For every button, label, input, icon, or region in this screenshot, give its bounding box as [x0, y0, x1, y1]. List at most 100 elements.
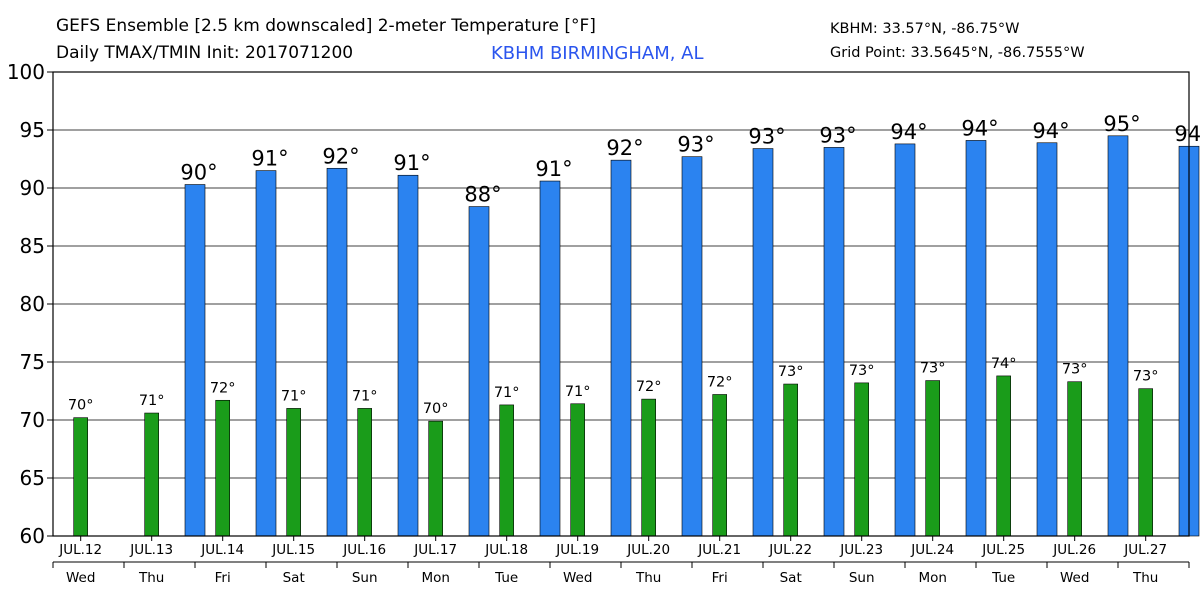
x-tick-label: JUL.15: [271, 542, 315, 558]
tmin-label: 71°: [494, 385, 520, 401]
tmax-bar: [965, 140, 987, 537]
tmax-bar: [255, 170, 277, 537]
tmax-label: 94°: [961, 116, 998, 140]
tmax-bar: [184, 184, 206, 537]
y-tick-label: 90: [20, 176, 45, 200]
tmin-label: 72°: [707, 374, 733, 390]
tmin-bar: [286, 408, 301, 537]
tmin-label: 71°: [352, 388, 378, 404]
y-tick-label: 95: [20, 118, 45, 142]
weekday-label: Sat: [780, 570, 802, 586]
tmin-bar: [925, 380, 940, 537]
tmax-bar: [681, 156, 703, 537]
tmin-bar: [712, 394, 727, 537]
x-tick-label: JUL.17: [413, 542, 457, 558]
y-tick-label: 100: [7, 60, 45, 84]
tmin-label: 72°: [636, 379, 662, 395]
weekday-label: Wed: [66, 570, 95, 586]
weekday-label: Wed: [1060, 570, 1089, 586]
tmax-label: 93°: [677, 133, 714, 157]
weekday-label: Sat: [283, 570, 305, 586]
x-axis: JUL.12 Wed JUL.13 Thu JUL.14 Fri JUL.15 Sat JUL.…: [52, 536, 1190, 586]
tmin-label: 74°: [991, 356, 1017, 372]
tmin-label: 70°: [68, 398, 94, 414]
tmin-bar: [144, 412, 159, 537]
x-tick-label: JUL.26: [1052, 542, 1096, 558]
tmax-label: 91°: [393, 151, 430, 175]
tmax-bar: [823, 147, 845, 537]
y-tick-label: 70: [20, 408, 45, 432]
tmin-label: 73°: [778, 364, 804, 380]
tmin-bar: [854, 382, 869, 537]
x-tick-label: JUL.12: [58, 542, 102, 558]
tmin-bar: [215, 399, 230, 537]
tmin-label: 70°: [423, 401, 449, 417]
tmin-label: 73°: [1062, 362, 1088, 378]
tmax-label: 91°: [535, 157, 572, 181]
weekday-label: Sun: [352, 570, 378, 586]
weekday-label: Thu: [138, 570, 164, 586]
y-tick-label: 80: [20, 292, 45, 316]
tmin-label: 71°: [139, 393, 165, 409]
tmin-bar: [570, 403, 585, 537]
tmin-bar: [73, 417, 88, 537]
tmin-label: 71°: [565, 384, 591, 400]
tmin-bar: [428, 420, 443, 537]
weekday-label: Mon: [918, 570, 946, 586]
tmax-bar: [468, 206, 490, 537]
weekday-label: Thu: [635, 570, 661, 586]
tmax-label: 92°: [322, 144, 359, 168]
tmin-label: 73°: [1133, 369, 1159, 385]
y-tick-label: 85: [20, 234, 45, 258]
tmin-bar: [783, 383, 798, 537]
tmin-bar: [996, 375, 1011, 537]
tmin-label: 73°: [849, 363, 875, 379]
x-tick-label: JUL.20: [626, 542, 670, 558]
weekday-label: Mon: [421, 570, 449, 586]
tmax-label: 93°: [748, 125, 785, 149]
tmax-bar: [1036, 142, 1058, 537]
tmax-label: 93°: [819, 123, 856, 147]
y-tick-label: 65: [20, 466, 45, 490]
x-tick-label: JUL.23: [839, 542, 883, 558]
tmax-label: 94°: [890, 120, 927, 144]
tmax-bar: [397, 174, 419, 537]
tmax-bar: [894, 143, 916, 537]
tmax-label: 94°: [1174, 122, 1200, 146]
tmin-bar: [1138, 388, 1153, 537]
station-name: KBHM BIRMINGHAM, AL: [491, 43, 704, 64]
station-coordinates: KBHM: 33.57°N, -86.75°W: [830, 21, 1020, 37]
tmin-bar: [499, 404, 514, 537]
tmax-bar: [610, 159, 632, 537]
weekday-label: Tue: [494, 570, 518, 586]
tmax-label: 92°: [606, 136, 643, 160]
tmax-label: 91°: [251, 147, 288, 171]
grid-point-coordinates: Grid Point: 33.5645°N, -86.7555°W: [830, 45, 1085, 61]
weekday-label: Fri: [215, 570, 231, 586]
tmax-label: 95°: [1103, 112, 1140, 136]
tmax-bar: [539, 180, 561, 537]
bar-labels: 70° 71° 90° 72° 91° 71° 92° 71° 91° 70° 88° 71° 91° 7…: [68, 112, 1200, 417]
x-tick-label: JUL.27: [1123, 542, 1167, 558]
tmin-bar: [357, 408, 372, 537]
x-tick-label: JUL.18: [484, 542, 528, 558]
weekday-label: Fri: [712, 570, 728, 586]
tmax-bar: [752, 148, 774, 537]
weekday-label: Thu: [1132, 570, 1158, 586]
y-tick-label: 75: [20, 350, 45, 374]
tmax-bar: [326, 167, 348, 537]
tmin-bar: [641, 398, 656, 537]
weekday-label: Tue: [991, 570, 1015, 586]
x-tick-label: JUL.22: [768, 542, 812, 558]
tmax-bar: [1107, 135, 1129, 537]
tmin-bar: [1067, 381, 1082, 537]
tmin-label: 71°: [281, 388, 307, 404]
tmin-label: 72°: [210, 380, 236, 396]
x-tick-label: JUL.19: [555, 542, 599, 558]
weekday-label: Wed: [563, 570, 592, 586]
x-tick-label: JUL.13: [129, 542, 173, 558]
y-axis: 60 65 70 75 80 85 90 95 100: [7, 60, 53, 548]
x-tick-label: JUL.25: [981, 542, 1025, 558]
bars: [73, 135, 1200, 537]
